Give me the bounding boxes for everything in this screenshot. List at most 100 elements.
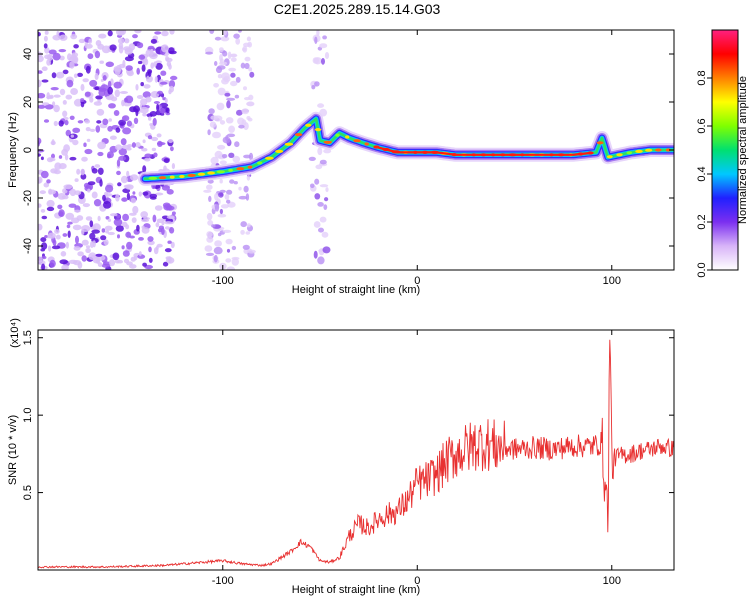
noise-speck <box>314 178 320 185</box>
noise-speck <box>87 53 94 60</box>
noise-speck <box>222 30 227 36</box>
noise-speck <box>140 82 144 87</box>
noise-speck <box>156 133 162 138</box>
noise-speck <box>84 148 93 155</box>
noise-speck <box>222 136 231 144</box>
noise-speck <box>44 235 48 238</box>
noise-speck <box>100 235 107 241</box>
noise-speck <box>86 138 91 142</box>
noise-speck <box>38 55 44 63</box>
noise-speck <box>213 115 223 122</box>
colorbar-tick-label: 0.2 <box>696 214 708 229</box>
snr-plot-area <box>38 330 674 570</box>
noise-speck <box>153 101 160 104</box>
noise-speck <box>209 121 217 128</box>
colorbar-label: Normalized spectral amplitude <box>737 76 749 224</box>
noise-speck <box>103 239 109 246</box>
noise-speck <box>216 102 225 111</box>
figure-title: C2E1.2025.289.15.14.G03 <box>274 1 441 17</box>
noise-speck <box>73 44 79 49</box>
noise-speck <box>124 48 133 55</box>
noise-speck <box>135 84 139 91</box>
noise-speck <box>121 99 125 107</box>
noise-speck <box>151 136 159 142</box>
noise-speck <box>129 174 139 181</box>
noise-speck <box>319 159 327 165</box>
snr-frame <box>37 329 675 571</box>
noise-speck <box>65 241 69 249</box>
noise-speck <box>152 117 157 126</box>
noise-speck <box>118 147 128 156</box>
noise-speck <box>96 108 105 116</box>
noise-speck <box>161 30 169 37</box>
noise-speck <box>164 221 173 225</box>
noise-speck <box>103 201 112 209</box>
noise-speck <box>66 224 71 229</box>
noise-speck <box>222 229 232 233</box>
noise-speck <box>165 107 170 114</box>
noise-speck <box>213 83 220 88</box>
noise-speck <box>214 36 222 41</box>
ridge-hotspot <box>616 153 623 157</box>
noise-speck <box>49 259 56 268</box>
noise-speck <box>108 118 112 122</box>
noise-speck <box>219 61 228 66</box>
noise-speck <box>212 131 221 139</box>
noise-speck <box>43 119 50 123</box>
noise-speck <box>66 79 74 88</box>
noise-speck <box>233 33 240 39</box>
ridge-hotspot <box>364 142 369 146</box>
noise-speck <box>170 241 175 249</box>
noise-speck <box>101 228 106 233</box>
noise-speck <box>43 43 48 49</box>
noise-speck <box>53 94 61 98</box>
noise-speck <box>217 87 226 96</box>
noise-speck <box>122 127 132 135</box>
noise-speck <box>206 212 213 221</box>
x-tick-label: 0 <box>414 575 420 587</box>
noise-speck <box>235 76 241 83</box>
noise-speck <box>310 183 315 189</box>
noise-speck <box>154 192 164 196</box>
noise-speck <box>38 92 46 99</box>
noise-speck <box>87 188 91 193</box>
noise-speck <box>99 179 103 187</box>
noise-speck <box>206 184 213 190</box>
noise-speck <box>168 139 174 143</box>
noise-speck <box>48 189 56 195</box>
noise-speck <box>125 65 133 71</box>
noise-speck <box>51 153 55 159</box>
noise-speck <box>101 45 111 54</box>
noise-speck <box>52 34 61 41</box>
noise-speck <box>53 120 58 127</box>
noise-speck <box>82 78 89 83</box>
noise-speck <box>46 199 55 208</box>
noise-speck <box>136 67 140 75</box>
noise-speck <box>68 203 77 208</box>
noise-speck <box>52 101 56 107</box>
noise-speck <box>41 242 48 250</box>
noise-speck <box>121 144 131 150</box>
noise-speck <box>217 74 223 79</box>
noise-speck <box>219 120 226 125</box>
noise-speck <box>246 175 251 181</box>
noise-speck <box>49 157 56 162</box>
noise-speck <box>84 119 91 124</box>
noise-speck <box>244 56 251 62</box>
ridge-hotspot <box>187 173 196 177</box>
y-tick-label: 20 <box>22 96 34 108</box>
noise-speck <box>238 186 242 191</box>
noise-speck <box>38 104 46 109</box>
noise-speck <box>168 80 176 88</box>
noise-speck <box>161 44 169 53</box>
noise-speck <box>150 62 154 69</box>
noise-speck <box>67 221 73 225</box>
noise-speck <box>214 192 219 201</box>
noise-speck <box>169 227 175 234</box>
noise-speck <box>105 61 115 68</box>
noise-speck <box>145 96 152 103</box>
noise-speck <box>81 229 85 236</box>
ridge-hotspot <box>284 142 294 146</box>
noise-speck <box>57 193 66 200</box>
